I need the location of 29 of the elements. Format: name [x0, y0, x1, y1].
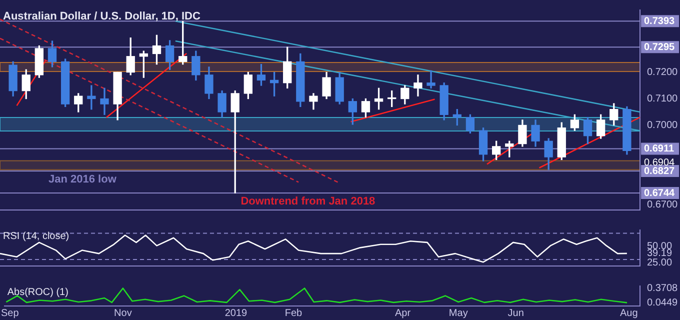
ref-line-label: 0.6744 [644, 188, 676, 199]
y-tick-label: 0.7200 [647, 67, 678, 78]
annotation: Jan 2016 low [48, 174, 117, 186]
x-tick-label: Nov [114, 308, 132, 319]
ref-line-label: 0.7393 [644, 16, 676, 27]
x-tick-label: Sep [1, 308, 20, 319]
x-tick-label: 2019 [224, 308, 248, 319]
y-tick-label: 0.0449 [647, 297, 678, 308]
chart-title: RSI (14, close) [3, 230, 70, 242]
x-tick-label: May [448, 308, 468, 319]
y-tick-label: 0.3708 [647, 282, 678, 294]
y-tick-label: 25.00 [647, 257, 672, 268]
x-tick-label: Jun [508, 308, 524, 319]
y-tick-label: 0.7000 [647, 120, 678, 131]
candlestick [100, 88, 109, 115]
annotation: 0.6904 [644, 157, 676, 168]
y-tick-label: 0.7100 [647, 93, 678, 104]
ref-line-label: 0.7295 [644, 42, 676, 53]
candlestick [426, 70, 436, 88]
x-tick-label: Feb [284, 308, 302, 319]
ref-line-label: 0.6827 [644, 166, 676, 177]
x-tick-label: Aug [620, 308, 638, 319]
ref-line-label: 0.6911 [644, 144, 674, 155]
x-tick-label: Apr [395, 308, 412, 319]
chart-title: Australian Dollar / U.S. Dollar, 1D, IDC [3, 10, 200, 23]
annotation: Downtrend from Jan 2018 [240, 196, 376, 208]
chart-title: Abs(ROC) (1) [7, 286, 68, 298]
candlestick [87, 85, 96, 110]
y-tick-label: 0.6700 [647, 199, 678, 210]
